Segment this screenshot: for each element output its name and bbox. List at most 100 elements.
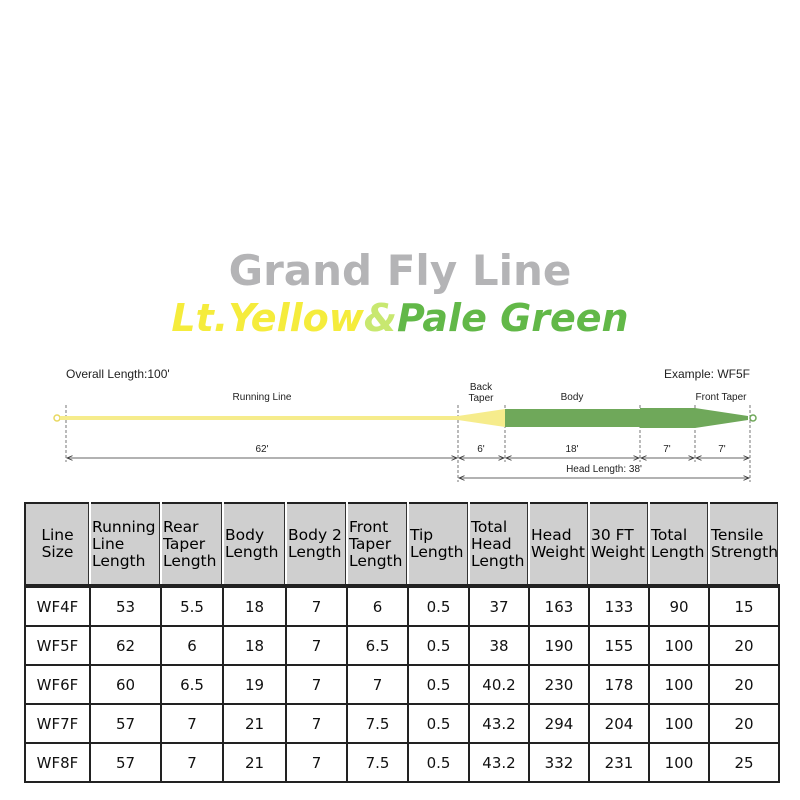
column-header: Line Size <box>24 502 91 587</box>
table-cell: 18 <box>222 585 287 627</box>
column-header-line: Taper <box>163 534 206 553</box>
table-cell: 7 <box>285 585 348 627</box>
table-cell: 53 <box>89 585 162 627</box>
front-taper-label: Front Taper <box>696 392 748 403</box>
column-header-line: 30 FT <box>591 526 634 544</box>
table-cell: 100 <box>648 625 710 666</box>
subtitle-yellow: Lt.Yellow <box>171 296 364 340</box>
column-header-line: Taper <box>349 534 392 553</box>
table-cell: 0.5 <box>407 664 470 705</box>
column-header-line: Weight <box>531 543 586 561</box>
column-header-line: Head <box>531 526 572 544</box>
column-header-line: Length <box>163 551 217 570</box>
table-cell: 100 <box>648 703 710 744</box>
column-header: Rear Taper Length <box>160 502 224 587</box>
column-header: Tip Length <box>407 502 470 587</box>
line-size-cell: WF5F <box>24 625 91 666</box>
body-dim: 18' <box>565 444 578 455</box>
column-header-line: Length <box>651 543 705 561</box>
column-header-line: Line <box>41 526 74 544</box>
column-header: 30 FT Weight <box>588 502 650 587</box>
subtitle-ampersand: & <box>363 296 397 340</box>
table-cell: 190 <box>528 625 590 666</box>
table-cell: 204 <box>588 703 650 744</box>
specs-table: Line Size Running Line Length Rear Taper Length… <box>24 502 780 783</box>
body2-dim: 7' <box>663 444 671 455</box>
column-header-line: Body <box>225 526 265 544</box>
table-cell: 20 <box>708 703 780 744</box>
table-cell: 43.2 <box>468 742 530 783</box>
table-cell: 25 <box>708 742 780 783</box>
table-cell: 7.5 <box>346 703 409 744</box>
column-header: Front Taper Length <box>346 502 409 587</box>
table-cell: 20 <box>708 625 780 666</box>
table-cell: 60 <box>89 664 162 705</box>
table-cell: 6.5 <box>160 664 224 705</box>
table-cell: 7 <box>160 703 224 744</box>
table-cell: 231 <box>588 742 650 783</box>
table-cell: 294 <box>528 703 590 744</box>
running-line-label: Running Line <box>233 392 292 403</box>
table-cell: 5.5 <box>160 585 224 627</box>
table-cell: 7 <box>285 625 348 666</box>
back-taper-segment <box>458 409 505 427</box>
table-cell: 90 <box>648 585 710 627</box>
column-header-line: Head <box>471 534 512 553</box>
table-cell: 21 <box>222 703 287 744</box>
front-taper-segment <box>695 408 748 428</box>
running-line-segment <box>60 416 460 420</box>
table-cell: 6 <box>346 585 409 627</box>
table-cell: 20 <box>708 664 780 705</box>
table-cell: 37 <box>468 585 530 627</box>
table-cell: 100 <box>648 664 710 705</box>
body2-segment <box>640 408 695 428</box>
body-label: Body <box>561 392 584 403</box>
column-header-line: Length <box>225 543 279 561</box>
column-header: Running Line Length <box>89 502 162 587</box>
column-header-line: Tensile <box>711 526 764 544</box>
back-taper-label-2: Taper <box>468 393 494 404</box>
back-taper-dim: 6' <box>477 444 485 455</box>
column-header-line: Strength <box>711 543 779 561</box>
column-header-line: Size <box>41 543 74 561</box>
table-cell: 163 <box>528 585 590 627</box>
back-taper-label-1: Back <box>470 382 493 393</box>
column-header: Head Weight <box>528 502 590 587</box>
table-cell: 155 <box>588 625 650 666</box>
line-size-cell: WF8F <box>24 742 91 783</box>
table-cell: 7 <box>285 742 348 783</box>
column-header-line: Length <box>349 551 403 570</box>
table-cell: 38 <box>468 625 530 666</box>
overall-length-label: Overall Length:100' <box>66 367 170 381</box>
table-cell: 21 <box>222 742 287 783</box>
table-cell: 0.5 <box>407 703 470 744</box>
front-taper-dim: 7' <box>718 444 726 455</box>
table-cell: 15 <box>708 585 780 627</box>
table-cell: 40.2 <box>468 664 530 705</box>
subtitle-green: Pale Green <box>396 296 629 340</box>
table-cell: 43.2 <box>468 703 530 744</box>
column-header: Body Length <box>222 502 287 587</box>
line-size-cell: WF4F <box>24 585 91 627</box>
line-size-cell: WF7F <box>24 703 91 744</box>
table-row: WF8F 57 7 21 7 7.5 0.5 43.2 332 231 100 25 <box>24 742 780 783</box>
rear-loop <box>53 414 61 422</box>
dimension-arrows <box>67 458 749 478</box>
column-header-line: Length <box>410 543 464 561</box>
column-header-line: Running <box>92 517 156 536</box>
table-row: WF5F 62 6 18 7 6.5 0.5 38 190 155 100 20 <box>24 625 780 666</box>
product-title: Grand Fly Line <box>228 246 572 295</box>
table-cell: 0.5 <box>407 585 470 627</box>
table-cell: 19 <box>222 664 287 705</box>
fly-line-taper-diagram: Overall Length:100' Example: WF5F Runnin… <box>53 367 757 482</box>
table-cell: 0.5 <box>407 625 470 666</box>
column-header: Total Head Length <box>468 502 530 587</box>
column-header-line: Total <box>651 526 688 544</box>
column-header-line: Length <box>288 543 342 561</box>
column-header-line: Length <box>471 551 525 570</box>
line-size-cell: WF6F <box>24 664 91 705</box>
table-cell: 7 <box>285 703 348 744</box>
table-cell: 133 <box>588 585 650 627</box>
front-loop <box>749 414 757 422</box>
table-cell: 7 <box>285 664 348 705</box>
